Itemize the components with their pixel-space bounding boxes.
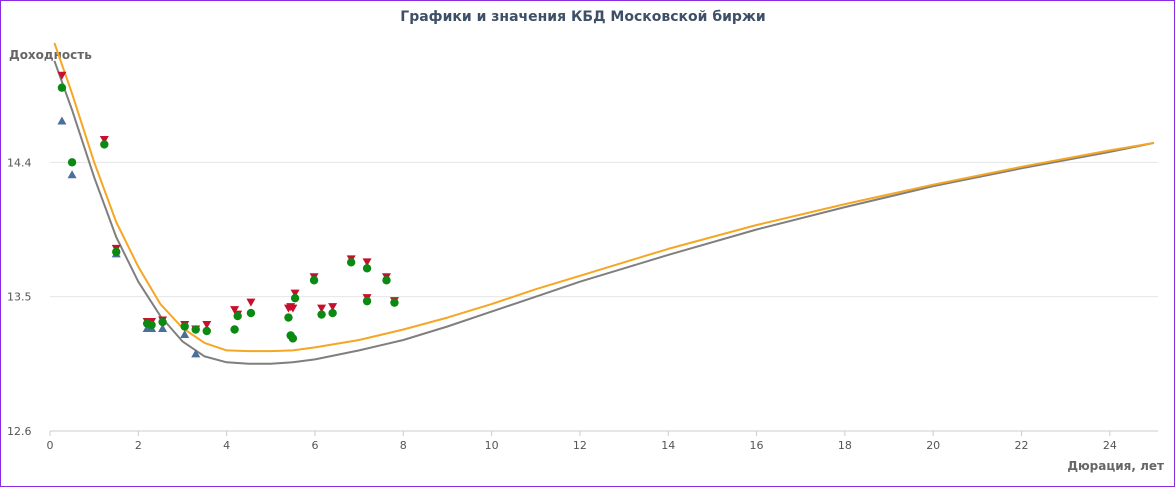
close-point[interactable] — [246, 308, 256, 318]
y-tick-label: 14.4 — [7, 156, 32, 169]
x-tick-label: 20 — [926, 439, 940, 452]
close-point[interactable] — [230, 325, 239, 334]
bid-point[interactable] — [180, 329, 190, 338]
close-point[interactable] — [284, 313, 293, 322]
x-tick-label: 8 — [400, 439, 407, 452]
bid-point[interactable] — [67, 170, 77, 179]
ask-point[interactable] — [202, 321, 212, 330]
y-tick-label: 13.5 — [7, 291, 32, 304]
close-point[interactable] — [382, 276, 391, 285]
close-point[interactable] — [158, 317, 167, 327]
close-point[interactable] — [180, 322, 189, 331]
y-axis-title: Доходность — [9, 48, 92, 62]
ask-point[interactable] — [362, 258, 372, 267]
close-point[interactable] — [147, 320, 156, 330]
close-point[interactable] — [362, 296, 372, 306]
close-point[interactable] — [309, 276, 319, 285]
x-tick-label: 2 — [135, 439, 142, 452]
close-point[interactable] — [390, 298, 399, 307]
close-point[interactable] — [362, 264, 372, 273]
ask-point[interactable] — [290, 289, 300, 298]
close-point[interactable] — [67, 158, 77, 167]
close-point[interactable] — [233, 311, 242, 321]
x-tick-label: 10 — [485, 439, 499, 452]
curves — [53, 42, 1155, 365]
ask-point[interactable] — [317, 304, 327, 313]
axes: 12.613.514.40 2 4 6 8 10 12 14 16 18 20 22 24 — [7, 156, 1158, 452]
x-tick-label: 0 — [47, 439, 54, 452]
close-point[interactable] — [317, 310, 326, 319]
curve-orange — [53, 42, 1155, 353]
x-tick-label: 22 — [1015, 439, 1029, 452]
close-point[interactable] — [112, 247, 121, 257]
ask-point[interactable] — [230, 306, 240, 315]
y-tick-label: 12.6 — [7, 425, 32, 438]
close-point[interactable] — [328, 308, 337, 318]
x-tick-label: 16 — [750, 439, 764, 452]
x-tick-label: 24 — [1103, 439, 1117, 452]
x-tick-label: 6 — [311, 439, 318, 452]
points — [57, 71, 399, 358]
ask-point[interactable] — [246, 298, 256, 307]
x-axis-title: Дюрация, лет — [1067, 459, 1164, 473]
grid — [50, 161, 1158, 432]
bid-point[interactable] — [158, 324, 168, 333]
ask-point[interactable] — [57, 71, 67, 80]
close-point[interactable] — [191, 325, 200, 334]
bid-point[interactable] — [57, 116, 67, 125]
x-tick-label: 4 — [223, 439, 230, 452]
ask-point[interactable] — [99, 135, 109, 144]
close-point[interactable] — [288, 334, 298, 343]
close-point[interactable] — [100, 140, 109, 149]
x-tick-label: 18 — [838, 439, 852, 452]
x-tick-label: 12 — [573, 439, 587, 452]
curve-gray — [53, 60, 1155, 365]
ask-point[interactable] — [328, 303, 338, 312]
ask-point[interactable] — [288, 304, 298, 313]
close-point[interactable] — [57, 83, 67, 92]
bid-point[interactable] — [191, 349, 201, 358]
close-point[interactable] — [346, 258, 356, 267]
close-point[interactable] — [290, 293, 300, 303]
close-point[interactable] — [202, 326, 211, 336]
x-tick-label: 14 — [661, 439, 675, 452]
chart-title: Графики и значения КБД Московской биржи — [400, 9, 765, 25]
